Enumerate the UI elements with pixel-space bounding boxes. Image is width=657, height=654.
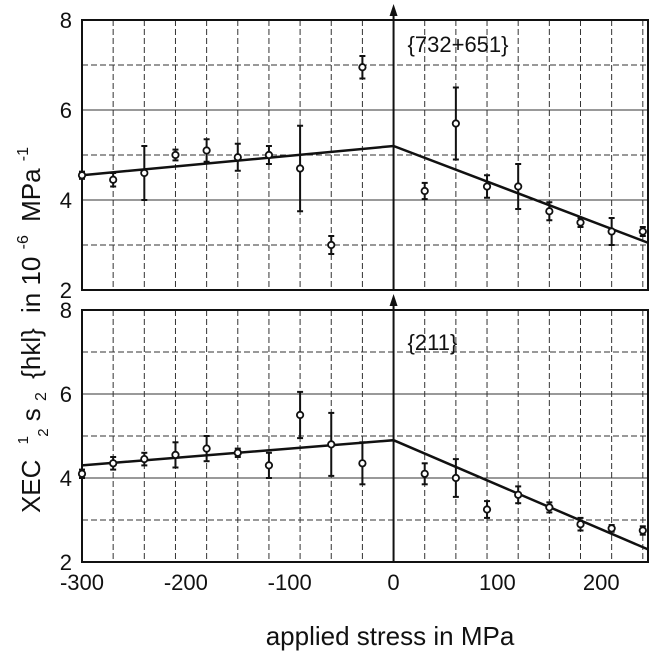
x-tick-label: 200 [583,570,620,595]
data-point [77,469,87,478]
y-axis-title-prefix: XEC [16,460,46,513]
panel-annotation: {732+651} [408,32,509,57]
y-axis-title-frac-den: 2 [35,428,52,436]
data-point [233,448,242,457]
x-tick-label: -300 [60,570,104,595]
zero-stress-arrowhead [389,294,398,306]
y-axis-title-exponent: -6 [15,235,32,249]
fit-line [81,438,649,551]
panel-2: 2 4 6 8 {211} [60,294,649,575]
y-axis-title-unit: MPa [16,168,46,222]
data-point [295,410,305,420]
data-point [327,440,336,449]
y-tick-label: 6 [60,98,72,123]
y-tick-label: 4 [60,466,72,491]
data-point [638,526,647,535]
y-tick-label: 6 [60,382,72,407]
data-point [295,164,305,173]
x-tick-label: 100 [479,570,516,595]
panel-1: 2 4 6 8 {732+651} [60,4,649,303]
data-point [545,207,554,216]
data-point [514,182,523,191]
data-point [140,168,149,178]
panel-frame [81,19,649,291]
data-point [327,240,336,250]
panel-annotation: {211} [408,330,458,355]
zero-stress-arrowhead [389,4,398,16]
data-point [140,454,149,464]
panel-frame [81,309,649,563]
y-tick-label: 8 [60,298,72,323]
data-point [233,153,242,162]
data-point [420,469,429,478]
data-point [482,505,492,514]
data-point [264,461,274,470]
data-point [420,186,429,196]
data-point [109,459,118,468]
data-point [202,444,211,453]
data-point [451,119,460,128]
data-point [545,503,554,512]
data-point [638,227,647,236]
data-point [202,146,211,155]
data-point [576,218,585,227]
data-point [607,227,616,236]
data-point [171,450,180,459]
data-point [109,175,118,184]
chart-panels: 2 4 6 8 {732+651} 2 4 6 8 {211} -300 -200 -100 0 100 20… [60,4,649,595]
data-point [607,524,616,533]
x-tick-label: -200 [164,570,208,595]
data-point [451,473,460,483]
data-point [77,171,87,180]
data-point [576,520,585,529]
x-tick-label: -100 [268,570,312,595]
y-tick-label: 2 [60,550,72,575]
y-axis-title-hkl: {hkl} [16,328,46,379]
data-point [264,150,274,160]
x-axis-title: applied stress in MPa [266,621,515,651]
y-axis-title: XEC 1 2 s 2 {hkl} in 10 -6 MPa -1 [4,147,54,513]
y-tick-label: 4 [60,188,72,213]
y-axis-title-subscript: 2 [33,392,50,401]
data-point [482,182,492,191]
fit-line [81,144,649,244]
y-axis-title-unit-in: in 10 [16,257,46,313]
y-axis-title-s: s [16,408,46,421]
data-point [358,63,367,72]
y-axis-title-unit-exponent: -1 [15,147,32,161]
y-axis-title-frac-num: 1 [15,436,32,444]
y-tick-label: 2 [60,278,72,303]
data-point [171,150,180,160]
x-tick-label: 0 [387,570,399,595]
y-tick-label: 8 [60,8,72,33]
svg-text:XEC 1 2 s: XEC 1 2 s 2 {hkl} in 10 -6 MPa -1 [4,147,54,513]
data-point [514,490,523,499]
data-point [358,459,367,468]
